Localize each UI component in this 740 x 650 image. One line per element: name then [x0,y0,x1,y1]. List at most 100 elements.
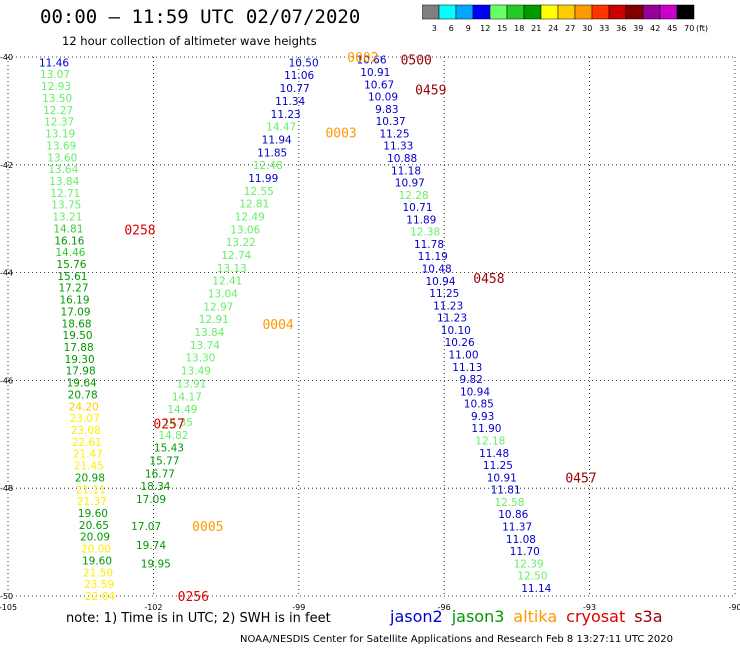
x-tick-label: -96 [438,603,451,612]
wave-height-value: 12.37 [44,117,74,129]
color-swatch-label: 21 [531,24,541,33]
y-tick-label: -42 [0,161,13,170]
footnote: note: 1) Time is in UTC; 2) SWH is in fe… [66,611,331,626]
wave-height-value: 19.50 [63,330,93,342]
wave-height-value: 17.07 [131,521,161,533]
wave-height-value: 19.64 [67,378,97,390]
wave-height-value: 10.50 [289,57,319,69]
wave-height-value: 11.48 [479,448,509,460]
wave-height-value: 10.88 [387,153,417,165]
wave-height-value: 11.13 [452,362,482,374]
color-swatch-label: 24 [548,24,558,33]
wave-height-value: 11.06 [284,70,314,82]
time-label: 0457 [565,471,596,486]
wave-height-value: 14.82 [158,430,188,442]
wave-height-value: 17.09 [60,306,90,318]
y-tick-label: -48 [0,484,13,493]
wave-height-value: 19.60 [78,508,108,520]
wave-height-value: 13.19 [45,129,75,141]
wave-height-value: 13.06 [230,224,260,236]
wave-height-value: 19.30 [65,354,95,366]
wave-height-value: 10.91 [360,67,390,79]
wave-height-value: 21.45 [74,461,104,473]
wave-height-value: 17.88 [64,342,94,354]
wave-height-value: 15.43 [154,443,184,455]
wave-height-value: 11.81 [491,485,521,497]
wave-height-value: 23.59 [84,579,114,591]
color-unit-label: (ft) [696,24,708,33]
wave-height-value: 10.71 [402,202,432,214]
wave-height-value: 11.14 [521,583,551,595]
wave-height-value: 12.39 [514,558,544,570]
wave-height-value: 13.49 [181,366,211,378]
wave-height-value: 11.34 [275,96,305,108]
legend-entry-jason2: jason2 [390,607,443,626]
wave-height-value: 22.04 [85,591,115,603]
wave-height-value: 11.08 [506,534,536,546]
wave-height-value: 11.33 [383,141,413,153]
wave-height-value: 13.13 [217,263,247,275]
wave-height-value: 10.77 [280,83,310,95]
wave-height-value: 13.04 [208,289,238,301]
wave-height-value: 11.94 [262,134,292,146]
wave-height-value: 13.21 [52,212,82,224]
x-tick-label: -90 [728,603,740,612]
color-scale-legend: 3 6 9 12 15 18 21 24 27 30 33 36 39 42 45 70 (ft) [422,4,708,33]
wave-height-value: 19.74 [136,540,166,552]
color-swatch-label: 18 [514,24,524,33]
wave-height-value: 20.78 [68,389,98,401]
x-tick-label: -105 [0,603,17,612]
wave-height-value: 13.60 [47,152,77,164]
x-tick-label: -99 [292,603,305,612]
wave-height-value: 17.27 [58,283,88,295]
wave-height-value: 14.35 [163,417,193,429]
wave-height-value: 12.50 [517,571,547,583]
wave-height-value: 17.98 [66,366,96,378]
wave-height-value: 11.00 [448,350,478,362]
color-swatch-label: 42 [650,24,660,33]
wave-height-value: 11.89 [406,214,436,226]
wave-height-value: 13.07 [40,69,70,81]
chart-subtitle: 12 hour collection of altimeter wave hei… [62,34,317,48]
wave-height-value: 12.81 [239,199,269,211]
wave-height-value: 10.26 [445,337,475,349]
wave-height-value: 13.30 [185,353,215,365]
wave-height-value: 12.74 [221,250,251,262]
time-label: 0002 [347,51,378,66]
x-tick-label: -102 [144,603,162,612]
wave-height-value: 13.84 [194,327,224,339]
chart-title: 00:00 – 11:59 UTC 02/07/2020 [40,6,361,28]
color-swatch-label: 70 [684,24,694,33]
wave-height-value: 16.19 [59,295,89,307]
wave-height-value: 20.98 [75,472,105,484]
wave-height-value: 11.19 [418,251,448,263]
wave-height-value: 12.28 [399,190,429,202]
wave-height-value: 16.77 [145,468,175,480]
wave-height-value: 10.97 [395,178,425,190]
wave-height-value: 12.38 [410,227,440,239]
wave-height-value: 11.37 [502,521,532,533]
color-swatch-label: 27 [565,24,575,33]
wave-height-value: 11.78 [414,239,444,251]
y-tick-label: -40 [0,53,13,62]
wave-height-value: 13.75 [51,200,81,212]
wave-height-value: 14.46 [55,247,85,259]
wave-height-value: 21.47 [73,449,103,461]
x-tick-label: -93 [583,603,596,612]
wave-height-value: 21.11 [76,484,106,496]
wave-height-value: 15.76 [56,259,86,271]
wave-height-value: 12.18 [475,436,505,448]
wave-height-value: 11.23 [437,313,467,325]
wave-height-value: 10.94 [425,276,455,288]
wave-height-value: 19.60 [82,555,112,567]
wave-height-value: 12.58 [494,497,524,509]
color-swatch-label: 30 [582,24,592,33]
wave-height-value: 12.55 [244,186,274,198]
wave-height-value: 10.10 [441,325,471,337]
y-tick-label: -46 [0,376,13,385]
wave-height-value: 9.83 [375,104,398,116]
wave-height-value: 16.16 [54,235,84,247]
color-swatch-label: 9 [466,24,471,33]
wave-height-value: 10.09 [368,92,398,104]
wave-height-value: 13.74 [190,340,220,352]
